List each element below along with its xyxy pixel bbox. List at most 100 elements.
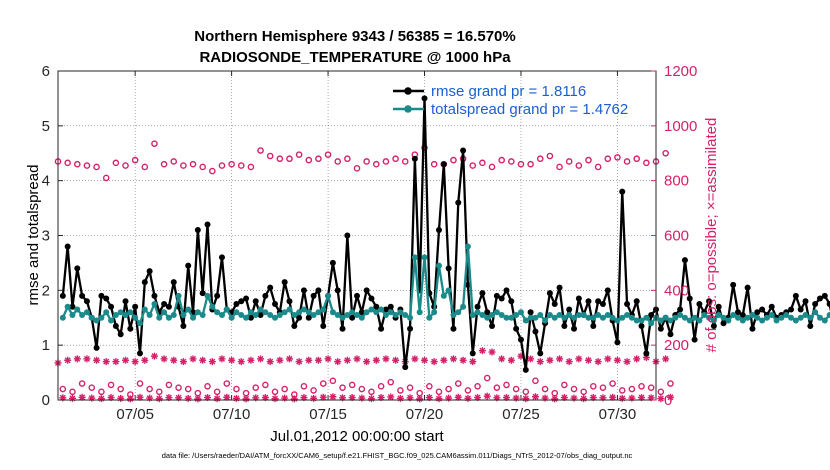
rmse-point-10 <box>108 303 115 310</box>
x-tick-label-4: 07/25 <box>502 406 540 423</box>
rmse-point-5 <box>83 298 90 305</box>
totalspread-point-13 <box>122 312 129 319</box>
obs_possible_00Z-point-2 <box>73 160 81 168</box>
rmse-point-147 <box>768 303 775 310</box>
rmse-point-120 <box>638 322 645 329</box>
totalspread-point-54 <box>320 306 327 313</box>
totalspread-point-38 <box>243 314 250 321</box>
obs_assimilated_00Z-point-9 <box>141 356 149 364</box>
rmse-point-158 <box>821 292 828 299</box>
obs_assimilated_00Z-point-35 <box>392 356 400 364</box>
obs_possible_12Z-point-47 <box>512 385 520 393</box>
totalspread-point-44 <box>272 314 279 321</box>
y-left-tick-label-4: 4 <box>42 173 50 190</box>
obs_assimilated_00Z-point-42 <box>459 356 467 364</box>
totalspread-point-127 <box>672 314 679 321</box>
obs_assimilated_00Z-point-59 <box>623 358 631 366</box>
totalspread-point-15 <box>132 314 139 321</box>
rmse-point-124 <box>657 325 664 332</box>
rmse-point-63 <box>363 287 370 294</box>
obs_assimilated_00Z-point-37 <box>411 355 419 363</box>
obs_possible_12Z-point-53 <box>570 385 578 393</box>
totalspread-point-49 <box>296 309 303 316</box>
obs_possible_12Z-point-50 <box>541 385 549 393</box>
totalspread-point-133 <box>701 312 708 319</box>
obs_possible_12Z-point-27 <box>319 380 327 387</box>
totalspread-point-121 <box>643 314 650 321</box>
rmse-point-16 <box>136 350 143 357</box>
totalspread-point-113 <box>604 312 611 319</box>
obs_assimilated_12Z-point-45 <box>493 394 501 402</box>
obs_assimilated_12Z-point-31 <box>358 394 366 402</box>
obs_possible_00Z-point-9 <box>141 163 149 171</box>
rmse-point-140 <box>734 309 741 316</box>
obs_possible_00Z-point-34 <box>382 158 390 165</box>
obs_assimilated_00Z-point-14 <box>189 355 197 363</box>
obs_assimilated_00Z-point-27 <box>314 356 322 364</box>
totalspread-point-19 <box>151 301 158 308</box>
obs_assimilated_12Z-point-3 <box>88 394 96 402</box>
obs_assimilated_00Z-point-3 <box>83 355 91 363</box>
y-right-tick-label-1: 200 <box>664 337 689 354</box>
totalspread-point-35 <box>228 314 235 321</box>
obs_assimilated_00Z-point-33 <box>372 356 380 364</box>
rmse-point-40 <box>252 298 259 305</box>
rmse-point-101 <box>546 290 553 297</box>
obs_possible_12Z-point-6 <box>117 385 124 393</box>
obs_assimilated_12Z-point-15 <box>204 394 211 402</box>
obs_possible_00Z-point-20 <box>247 163 255 171</box>
obs_possible_00Z-point-41 <box>450 156 457 164</box>
obs_assimilated_12Z-point-50 <box>541 394 549 402</box>
obs_possible_00Z-point-54 <box>575 162 583 169</box>
totalspread-point-55 <box>325 292 332 299</box>
obs_assimilated_00Z-point-43 <box>469 358 477 366</box>
obs_assimilated_12Z-point-54 <box>580 395 588 403</box>
x-tick-label-5: 07/30 <box>599 406 637 423</box>
obs_possible_12Z-point-54 <box>580 388 587 396</box>
totalspread-point-143 <box>749 312 756 319</box>
totalspread-point-98 <box>532 314 539 321</box>
totalspread-point-114 <box>609 314 616 321</box>
obs_possible_00Z-point-48 <box>517 160 525 168</box>
obs_possible_00Z-point-32 <box>363 158 370 165</box>
obs_possible_00Z-point-10 <box>151 140 158 147</box>
obs_assimilated_00Z-point-32 <box>363 358 371 366</box>
obs_assimilated_12Z-point-38 <box>425 394 433 402</box>
totalspread-point-41 <box>257 306 264 313</box>
obs_assimilated_00Z-point-5 <box>102 358 110 366</box>
totalspread-point-8 <box>98 314 105 321</box>
totalspread-point-36 <box>233 309 240 316</box>
rmse-point-88 <box>484 309 491 316</box>
totalspread-point-66 <box>378 306 385 313</box>
rmse-point-75 <box>421 95 428 102</box>
obs_possible_00Z-point-13 <box>180 162 187 169</box>
totalspread-point-124 <box>657 317 664 324</box>
rmse-point-134 <box>706 298 713 305</box>
rmse-point-104 <box>561 322 568 329</box>
rmse-point-91 <box>498 295 505 302</box>
obs_assimilated_00Z-point-17 <box>218 355 226 363</box>
totalspread-point-125 <box>662 314 669 321</box>
rmse-point-56 <box>329 259 336 266</box>
totalspread-point-23 <box>170 312 177 319</box>
totalspread-point-128 <box>677 312 684 319</box>
rmse-point-90 <box>493 292 500 299</box>
totalspread-point-96 <box>522 317 529 324</box>
totalspread-point-90 <box>493 309 500 316</box>
obs_assimilated_00Z-point-39 <box>430 358 438 366</box>
obs_possible_00Z-point-43 <box>469 162 477 169</box>
totalspread-point-108 <box>580 312 587 319</box>
obs_possible_12Z-point-61 <box>647 384 655 391</box>
totalspread-point-139 <box>730 312 737 319</box>
obs_possible_12Z-point-43 <box>474 382 481 390</box>
obs_assimilated_00Z-point-56 <box>594 358 602 366</box>
obs_possible_00Z-point-8 <box>131 156 139 164</box>
y-left-tick-label-5: 5 <box>42 118 50 135</box>
rmse-point-33 <box>218 254 225 261</box>
obs_possible_12Z-point-12 <box>175 384 182 391</box>
obs_assimilated_00Z-point-55 <box>584 356 592 364</box>
obs_assimilated_00Z-point-19 <box>237 358 245 366</box>
obs_possible_00Z-point-55 <box>585 156 592 164</box>
totalspread-point-11 <box>112 312 119 319</box>
totalspread-point-149 <box>778 314 785 321</box>
